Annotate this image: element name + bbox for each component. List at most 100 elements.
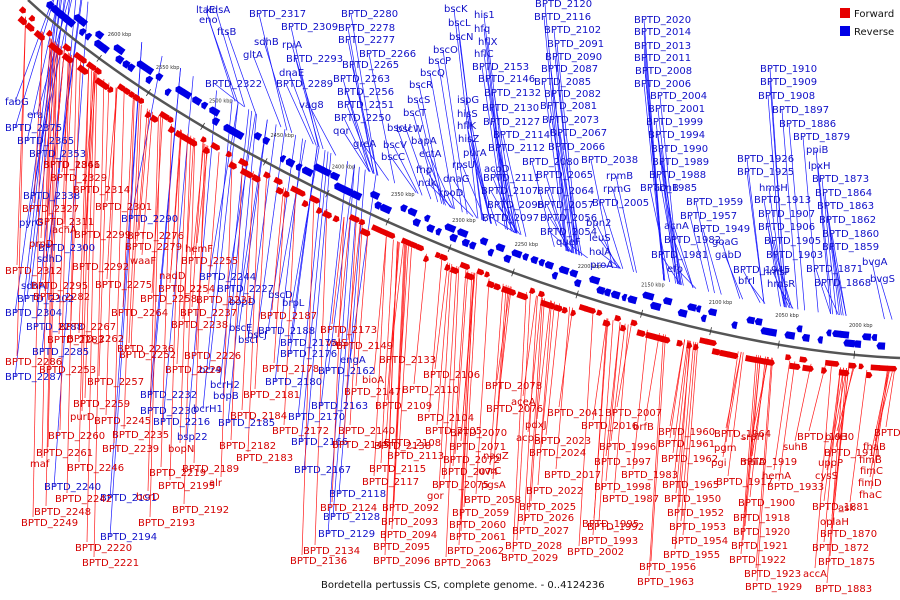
reverse-leader-line	[742, 269, 761, 303]
backbone-tick	[325, 189, 330, 198]
forward-leader-line	[632, 329, 648, 470]
forward-gene-label: BPTD_2255	[181, 256, 238, 267]
reverse-gene-label: acnA	[664, 221, 689, 232]
forward-gene-label: BPTD_1919	[740, 457, 797, 468]
reverse-gene-label: greA	[353, 139, 376, 150]
forward-gene-label: BPTD_2095	[373, 542, 430, 553]
reverse-gene-label: bscQ	[420, 68, 445, 79]
forward-leader-line	[460, 272, 475, 532]
reverse-gene-label: BPTD_1994	[648, 130, 705, 141]
reverse-leader-line	[208, 19, 239, 104]
reverse-leader-line	[831, 233, 847, 316]
forward-leader-line	[105, 87, 117, 416]
reverse-gene-label: kdsA	[206, 5, 230, 16]
forward-gene-arrow	[210, 142, 220, 151]
forward-gene-label: hemA	[762, 471, 791, 482]
reverse-gene-label: bcrH2	[210, 380, 240, 391]
reverse-gene-label: bscR	[409, 80, 433, 91]
reverse-leader-line	[493, 92, 518, 234]
reverse-gene-arrow	[262, 136, 271, 145]
reverse-gene-arrow	[876, 342, 886, 350]
forward-gene-label: BPTD_2267	[59, 322, 116, 333]
reverse-gene-label: BPTD_2289	[276, 79, 333, 90]
forward-gene-label: BPTD_1952	[667, 508, 724, 519]
forward-gene-label: BPTD_2060	[449, 520, 506, 531]
forward-gene-arrow	[789, 362, 801, 370]
reverse-leader-line	[186, 90, 217, 438]
reverse-gene-arrow	[461, 238, 471, 248]
forward-gene-arrow	[529, 287, 536, 294]
reverse-leader-line	[543, 16, 567, 251]
forward-gene-label: maf	[30, 459, 50, 470]
reverse-gene-label: BPTD_1989	[652, 157, 709, 168]
reverse-gene-label: leuS	[589, 233, 611, 244]
forward-gene-arrow	[359, 227, 371, 237]
forward-gene-arrow	[371, 224, 383, 234]
backbone-tick	[145, 88, 152, 97]
forward-leader-line	[193, 144, 206, 464]
reverse-gene-arrow	[589, 275, 601, 285]
forward-gene-arrow	[24, 22, 35, 32]
forward-leader-line	[489, 283, 504, 466]
forward-gene-label: BPTD_2253	[39, 365, 96, 376]
reverse-gene-label: bopB	[213, 391, 239, 402]
reverse-gene-arrow	[700, 314, 707, 323]
forward-gene-label: acnA	[52, 225, 77, 236]
reverse-gene-label: BPTD_2073	[542, 115, 599, 126]
reverse-leader-line	[362, 143, 390, 181]
forward-gene-arrow	[660, 335, 671, 344]
forward-leader-line	[141, 111, 153, 256]
reverse-leader-line	[149, 68, 181, 412]
reverse-gene-label: BPTD_2127	[483, 117, 540, 128]
reverse-leader-line	[214, 83, 245, 107]
reverse-leader-line	[598, 251, 621, 269]
reverse-leader-line	[162, 76, 194, 423]
forward-leader-line	[756, 357, 773, 582]
forward-gene-label: BPTD_1963	[637, 577, 694, 588]
forward-leader-line	[47, 43, 58, 448]
reverse-leader-line	[458, 36, 484, 221]
reverse-leader-line	[673, 239, 694, 289]
reverse-gene-label: BPTD_1910	[760, 64, 817, 75]
forward-leader-line	[616, 325, 632, 408]
forward-gene-arrow	[309, 194, 320, 204]
reverse-leader-line	[655, 121, 676, 284]
reverse-gene-arrow	[145, 75, 154, 85]
reverse-leader-line	[767, 95, 785, 308]
reverse-gene-label: BPTD_2066	[548, 142, 605, 153]
forward-gene-arrow	[174, 129, 183, 138]
reverse-gene-label: BPTD_2277	[338, 35, 395, 46]
reverse-gene-label: bsp22	[177, 432, 208, 443]
forward-gene-label: BPTD_2258	[140, 294, 197, 305]
forward-leader-line	[413, 253, 427, 385]
forward-leader-line	[314, 208, 328, 546]
forward-leader-line	[673, 340, 690, 480]
forward-gene-arrow	[422, 255, 429, 263]
reverse-gene-arrow	[768, 328, 778, 337]
forward-leader-line	[220, 159, 233, 478]
reverse-gene-arrow	[708, 308, 718, 317]
forward-gene-arrow	[409, 241, 418, 249]
forward-gene-label: srpH	[741, 432, 764, 443]
reverse-gene-label: hisS	[457, 109, 478, 120]
reverse-leader-line	[544, 3, 568, 252]
forward-gene-label: BPTD_2195	[158, 481, 215, 492]
reverse-gene-label: BPTD_1999	[646, 117, 703, 128]
forward-gene-label: BPTD_2173	[320, 325, 377, 336]
forward-gene-label: BPTD_2238	[171, 320, 228, 331]
forward-leader-line	[682, 342, 699, 536]
forward-gene-label: BPTD_2108	[384, 438, 441, 449]
forward-gene-label: aceA	[511, 397, 536, 408]
forward-leader-line	[273, 188, 286, 364]
reverse-gene-label: bcr4	[199, 365, 221, 376]
forward-gene-label: BPTD_1884	[874, 428, 900, 439]
forward-leader-line	[463, 273, 478, 508]
forward-leader-line	[722, 351, 739, 458]
reverse-gene-arrow	[760, 327, 772, 336]
reverse-leader-line	[226, 113, 256, 290]
reverse-leader-line	[549, 231, 573, 254]
forward-leader-line	[740, 354, 757, 555]
reverse-leader-line	[821, 178, 837, 315]
reverse-gene-label: BPTD_2008	[635, 66, 692, 77]
forward-leader-line	[829, 368, 847, 458]
